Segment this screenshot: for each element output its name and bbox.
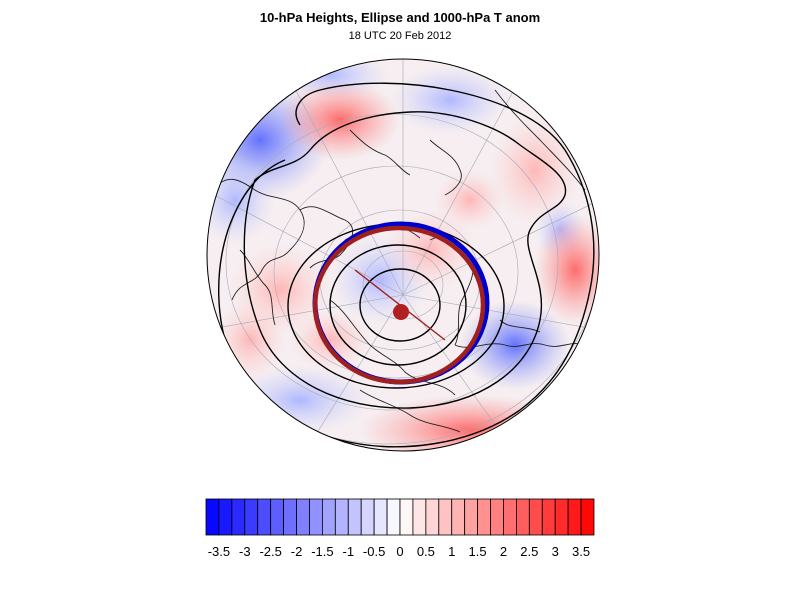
colorbar-bin [399,498,414,536]
globe-outline [206,58,600,452]
colorbar-tick-label: 2 [500,544,507,559]
colorbar-tick-label: 3 [552,544,559,559]
colorbar-bin [567,498,582,536]
vortex-centroid [393,304,409,320]
colorbar-tick-label: -1 [342,544,354,559]
colorbar-bin [541,498,556,536]
colorbar-bin [580,498,595,536]
colorbar-tick-label: -1.5 [311,544,333,559]
map-title: 10-hPa Heights, Ellipse and 1000-hPa T a… [259,10,541,25]
colorbar-tick-label: 3.5 [572,544,590,559]
colorbar-bin [386,498,401,536]
colorbar-tick-label: 1.5 [469,544,487,559]
colorbar-bin [425,498,440,536]
colorbar-bin [554,498,569,536]
colorbar-tick-label: 1 [448,544,455,559]
colorbar-tick-label: -2.5 [259,544,281,559]
colorbar-tick-label: -0.5 [363,544,385,559]
colorbar-bin [296,498,310,536]
colorbar-tick-label: 2.5 [520,544,538,559]
colorbar-bin [270,498,285,536]
colorbar-tick-label: -3.5 [208,544,230,559]
colorbar-bin [347,498,362,536]
colorbar-tick-label: -2 [291,544,303,559]
colorbar-bin [231,498,246,536]
colorbar-bin [412,498,427,536]
colorbar-bin [438,498,453,536]
colorbar-bin [334,498,349,536]
colorbar-bin [477,498,491,536]
colorbar-bin [244,498,259,536]
colorbar-bin [464,498,479,536]
colorbar-tick-label: -3 [239,544,251,559]
colorbar-bin [257,498,272,536]
colorbar-bin [309,498,323,536]
colorbar-bin [321,498,336,536]
colorbar-bin [516,498,530,536]
colorbar-bin [503,498,517,536]
colorbar-bin [490,498,504,536]
map-subtitle: 18 UTC 20 Feb 2012 [348,30,452,42]
colorbar-tick-label: 0.5 [417,544,435,559]
vortex-ellipse-inner [312,225,486,385]
colorbar-tick-label: 0 [396,544,403,559]
colorbar-bin [283,498,297,536]
colorbar-bin [205,498,220,536]
graticule [207,59,599,451]
colorbar-bin [218,498,233,536]
colorbar-bin [528,498,543,536]
colorbar-bin [360,498,375,536]
colorbar-bin [373,498,388,536]
polar-map [206,58,600,452]
colorbar-bin [451,498,466,536]
